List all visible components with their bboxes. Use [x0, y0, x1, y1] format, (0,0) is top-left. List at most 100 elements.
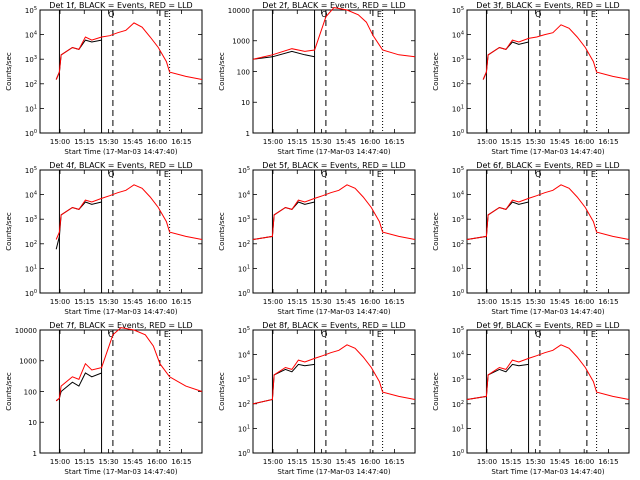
- chart-title: Det 9f, BLACK = Events, RED = LLD: [476, 321, 619, 330]
- y-tick-label: 103: [238, 215, 250, 224]
- y-tick-label: 103: [452, 55, 464, 64]
- chart-panel: Det 4f, BLACK = Events, RED = LLD 100 101 1…: [5, 161, 203, 316]
- x-tick-label: 15:30: [99, 138, 119, 146]
- x-tick-label: 16:00: [574, 138, 594, 146]
- interval-marker: Q: [535, 10, 541, 19]
- x-tick-label: 15:45: [549, 298, 569, 306]
- y-tick-label: 100: [238, 289, 250, 298]
- y-axis-label: Counts/sec: [218, 52, 226, 91]
- y-axis-label: Counts/sec: [432, 372, 440, 411]
- interval-marker: E: [164, 170, 169, 179]
- x-tick-label: 15:30: [99, 298, 119, 306]
- x-axis-label: Start Time (17-Mar-03 14:47:40): [491, 308, 604, 316]
- x-axis-label: Start Time (17-Mar-03 14:47:40): [64, 468, 177, 476]
- chart-title: Det 8f, BLACK = Events, RED = LLD: [263, 321, 406, 330]
- y-tick-label: 105: [238, 166, 250, 175]
- y-tick-label: 102: [452, 240, 464, 249]
- series-line: [253, 7, 416, 60]
- plot-frame: [39, 9, 203, 134]
- chart-title: Det 2f, BLACK = Events, RED = LLD: [263, 1, 406, 10]
- y-tick-label: 100: [25, 289, 37, 298]
- y-tick-label: 101: [25, 264, 37, 273]
- y-tick-label: 101: [452, 264, 464, 273]
- y-tick-label: 104: [25, 31, 37, 40]
- x-tick-label: 16:15: [598, 458, 618, 466]
- x-tick-label: 15:15: [288, 458, 308, 466]
- x-tick-label: 15:30: [312, 458, 332, 466]
- x-tick-label: 15:30: [99, 458, 119, 466]
- y-tick-label: 102: [238, 400, 250, 409]
- x-tick-label: 15:00: [50, 138, 70, 146]
- x-tick-label: 15:45: [336, 138, 356, 146]
- x-tick-label: 16:15: [385, 298, 405, 306]
- y-tick-label: 102: [452, 400, 464, 409]
- y-tick-label: 10000: [15, 327, 37, 335]
- chart-title: Det 7f, BLACK = Events, RED = LLD: [49, 321, 192, 330]
- y-tick-label: 102: [25, 80, 37, 89]
- x-tick-label: 15:15: [288, 298, 308, 306]
- interval-marker: E: [377, 330, 382, 339]
- x-tick-label: 15:45: [549, 138, 569, 146]
- chart-panel: Det 9f, BLACK = Events, RED = LLD 100 101 1…: [432, 321, 630, 476]
- chart-panel: Det 3f, BLACK = Events, RED = LLD 100 101 1…: [432, 1, 630, 156]
- chart-title: Det 4f, BLACK = Events, RED = LLD: [49, 161, 192, 170]
- x-tick-label: 16:00: [147, 298, 167, 306]
- plot-frame: [252, 169, 416, 294]
- y-tick-label: 101: [238, 264, 250, 273]
- series-line: [253, 50, 316, 60]
- x-tick-label: 15:45: [336, 458, 356, 466]
- chart-panel: Det 8f, BLACK = Events, RED = LLD 100 101 1…: [218, 321, 416, 476]
- x-tick-label: 16:15: [385, 138, 405, 146]
- y-tick-label: 105: [452, 326, 464, 335]
- y-tick-label: 1000: [233, 38, 251, 46]
- y-axis-label: Counts/sec: [218, 372, 226, 411]
- y-tick-label: 10: [28, 419, 37, 427]
- x-tick-label: 15:00: [50, 298, 70, 306]
- x-tick-label: 16:00: [360, 458, 380, 466]
- y-tick-label: 100: [238, 449, 250, 458]
- x-tick-label: 16:00: [574, 458, 594, 466]
- y-tick-label: 105: [25, 166, 37, 175]
- plot-frame: [466, 9, 630, 134]
- y-tick-label: 100: [452, 129, 464, 138]
- series-line: [466, 201, 529, 240]
- plot-frame: [466, 169, 630, 294]
- x-tick-label: 15:15: [74, 138, 94, 146]
- y-tick-label: 104: [238, 351, 250, 360]
- interval-marker: Q: [108, 330, 114, 339]
- y-tick-label: 104: [452, 351, 464, 360]
- y-tick-label: 100: [24, 389, 37, 397]
- series-line: [55, 22, 203, 80]
- interval-marker: Q: [535, 330, 541, 339]
- x-tick-label: 16:00: [574, 298, 594, 306]
- interval-marker: Q: [321, 170, 327, 179]
- chart-panel: Det 2f, BLACK = Events, RED = LLD 1 10 100 1…: [218, 1, 416, 156]
- x-tick-label: 16:15: [598, 138, 618, 146]
- y-tick-label: 100: [237, 69, 250, 77]
- y-tick-label: 102: [452, 80, 464, 89]
- chart-title: Det 6f, BLACK = Events, RED = LLD: [476, 161, 619, 170]
- y-tick-label: 100: [452, 449, 464, 458]
- chart-panel: Det 5f, BLACK = Events, RED = LLD 100 101 1…: [218, 161, 416, 316]
- series-line: [253, 184, 416, 240]
- y-tick-label: 10: [241, 99, 250, 107]
- x-axis-label: Start Time (17-Mar-03 14:47:40): [64, 148, 177, 156]
- x-tick-label: 15:15: [501, 298, 521, 306]
- x-tick-label: 16:15: [171, 138, 191, 146]
- interval-marker: E: [377, 170, 382, 179]
- y-tick-label: 103: [238, 375, 250, 384]
- x-tick-label: 15:30: [312, 298, 332, 306]
- y-tick-label: 104: [238, 191, 250, 200]
- y-axis-label: Counts/sec: [5, 212, 13, 251]
- x-tick-label: 16:15: [171, 298, 191, 306]
- y-tick-label: 105: [25, 6, 37, 15]
- chart-panel: Det 7f, BLACK = Events, RED = LLD 1 10 100 1…: [5, 321, 203, 476]
- chart-panel: Det 1f, BLACK = Events, RED = LLD 100 101 1…: [5, 1, 203, 156]
- x-axis-label: Start Time (17-Mar-03 14:47:40): [278, 308, 391, 316]
- interval-marker: Q: [321, 10, 327, 19]
- x-tick-label: 15:45: [123, 138, 143, 146]
- x-tick-label: 15:15: [501, 458, 521, 466]
- y-tick-label: 10000: [228, 7, 250, 15]
- x-tick-label: 15:00: [263, 298, 283, 306]
